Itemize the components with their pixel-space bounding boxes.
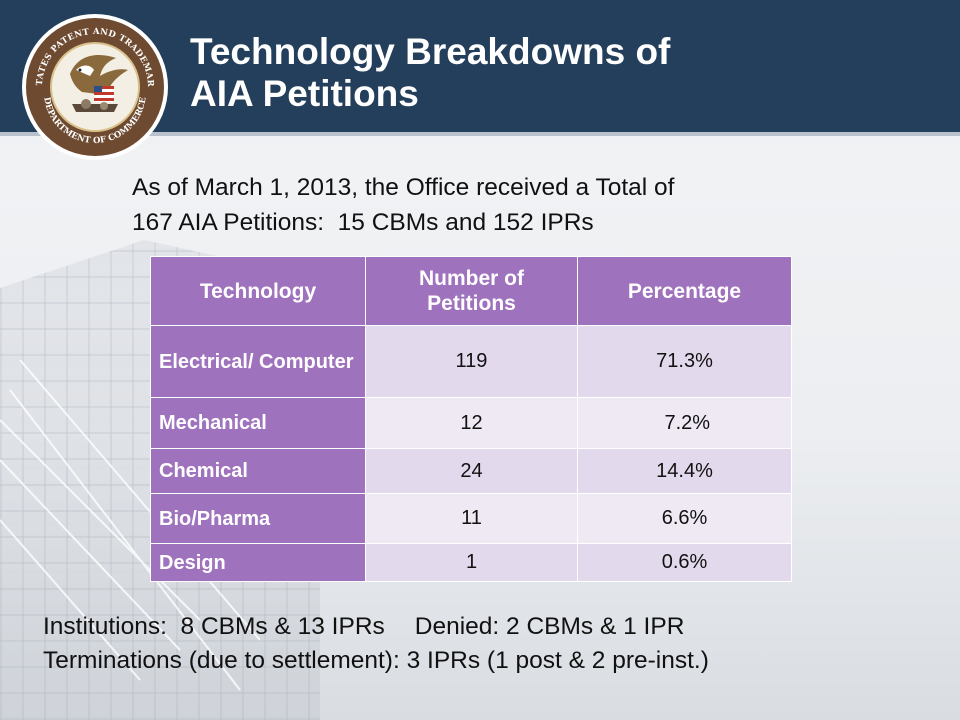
background-sculpture <box>0 360 260 691</box>
column-header-technology: Technology <box>150 256 366 326</box>
column-header-percentage: Percentage <box>577 256 792 326</box>
table-row: Design 1 0.6% <box>150 543 792 582</box>
technology-cell: Mechanical <box>150 397 366 449</box>
table-row: Chemical 24 14.4% <box>150 448 792 494</box>
petitions-cell: 11 <box>365 493 578 544</box>
table-row: Mechanical 12 7.2% <box>150 397 792 449</box>
petitions-cell: 119 <box>365 325 578 398</box>
percentage-cell: 6.6% <box>577 493 792 544</box>
petitions-cell: 12 <box>365 397 578 449</box>
title-line-2: AIA Petitions <box>190 73 419 114</box>
title-line-1: Technology Breakdowns of <box>190 31 671 72</box>
eagle-icon <box>70 55 128 112</box>
percentage-cell: 14.4% <box>577 448 792 494</box>
denied-text: Denied: 2 CBMs & 1 IPR <box>414 613 685 640</box>
institutions-text: Institutions: 8 CBMs & 13 IPRs <box>43 613 385 640</box>
technology-cell: Bio/Pharma <box>150 493 366 544</box>
intro-line-2: 167 AIA Petitions: 15 CBMs and 152 IPRs <box>132 209 594 236</box>
footer-line-1: Institutions: 8 CBMs & 13 IPRs Denied: 2 … <box>43 610 943 644</box>
table-row: Electrical/ Computer 119 71.3% <box>150 325 792 398</box>
uspto-seal: UNITED STATES PATENT AND TRADEMARK OFFIC… <box>20 12 168 160</box>
terminations-text: Terminations (due to settlement): 3 IPRs… <box>43 647 709 674</box>
petitions-cell: 24 <box>365 448 578 494</box>
percentage-cell: 7.2% <box>577 397 792 449</box>
footer-text: Institutions: 8 CBMs & 13 IPRs Denied: 2 … <box>43 610 943 678</box>
petitions-cell: 1 <box>365 543 578 582</box>
technology-cell: Design <box>150 543 366 582</box>
percentage-cell: 71.3% <box>577 325 792 398</box>
intro-line-1: As of March 1, 2013, the Office received… <box>132 174 675 201</box>
table-header-row: Technology Number of Petitions Percentag… <box>150 256 792 326</box>
column-header-petitions: Number of Petitions <box>365 256 578 326</box>
table-row: Bio/Pharma 11 6.6% <box>150 493 792 544</box>
page-title: Technology Breakdowns of AIA Petitions <box>190 31 890 115</box>
intro-text: As of March 1, 2013, the Office received… <box>132 170 912 240</box>
technology-cell: Chemical <box>150 448 366 494</box>
technology-cell: Electrical/ Computer <box>150 325 366 398</box>
percentage-cell: 0.6% <box>577 543 792 582</box>
technology-table: Technology Number of Petitions Percentag… <box>150 256 792 582</box>
